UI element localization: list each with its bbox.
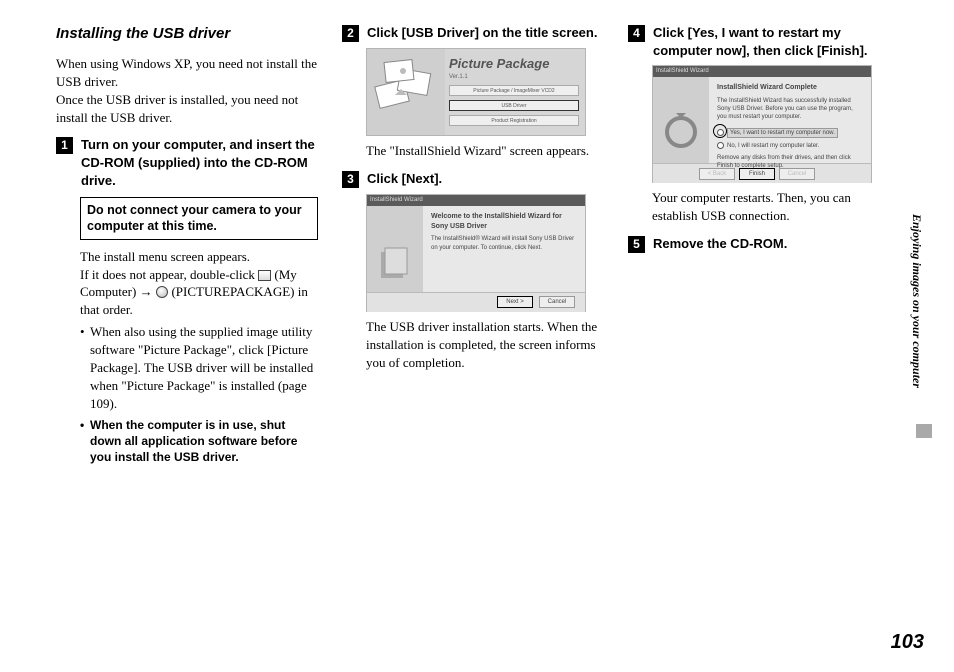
section-heading: Installing the USB driver [56,24,318,45]
step-heading: Turn on your computer, and insert the CD… [81,136,318,189]
pp-button-usb: USB Driver [449,100,579,111]
step-body: Your computer restarts. Then, you can es… [652,189,890,225]
graphic-icon [371,53,441,133]
step-number-badge: 4 [628,25,645,42]
step-heading: Click [Yes, I want to restart my compute… [653,24,890,59]
step-heading: Click [Next]. [367,170,442,188]
wizard-side-graphic [659,87,703,157]
cancel-button: Cancel [539,296,575,308]
wizard-heading: InstallShield Wizard Complete [717,83,863,93]
intro-text: When using Windows XP, you need not inst… [56,55,318,91]
step-number-badge: 3 [342,171,359,188]
screenshot-restart-wizard: InstallShield Wizard InstallShield Wizar… [652,65,872,183]
wizard-text: The InstallShield® Wizard will install S… [431,235,577,252]
step-4: 4 Click [Yes, I want to restart my compu… [628,24,890,59]
warning-box: Do not connect your camera to your compu… [80,197,318,240]
my-computer-icon [258,270,271,281]
wizard-side-graphic [373,242,417,286]
text: If it does not appear, double-click [80,267,258,282]
back-button: < Back [699,168,735,180]
pp-button: Product Registration [449,115,579,126]
step-number-badge: 1 [56,137,73,154]
step-body: The "InstallShield Wizard" screen appear… [366,142,604,160]
finish-button: Finish [739,168,775,180]
next-button: Next > [497,296,533,308]
pp-button: Picture Package / ImageMixer VCD2 [449,85,579,96]
step-body: The install menu screen appears. If it d… [80,248,318,320]
radio-icon [717,142,724,149]
pp-version: Ver.1.1 [449,73,579,81]
step-body: The USB driver installation starts. When… [366,318,604,372]
text: The install menu screen appears. [80,249,250,264]
disc-icon [156,286,168,298]
step-heading: Remove the CD-ROM. [653,235,787,253]
bullet-item: When also using the supplied image utili… [80,323,318,413]
wizard-text: The InstallShield Wizard has successfull… [717,97,863,122]
screenshot-title-screen: Picture Package Ver.1.1 Picture Package … [366,48,586,136]
step-1: 1 Turn on your computer, and insert the … [56,136,318,189]
wizard-heading: Welcome to the InstallShield Wizard for … [431,212,577,231]
step-number-badge: 5 [628,236,645,253]
step-number-badge: 2 [342,25,359,42]
step-heading: Click [USB Driver] on the title screen. [367,24,597,42]
radio-label: Yes, I want to restart my computer now. [727,128,838,138]
text: The USB driver installation starts. [366,319,544,334]
step-3: 3 Click [Next]. [342,170,604,188]
radio-label: No, I will restart my computer later. [727,142,819,150]
side-tab-marker [916,424,932,438]
cancel-button: Cancel [779,168,815,180]
screenshot-install-wizard: InstallShield Wizard Welcome to the Inst… [366,194,586,312]
step-2: 2 Click [USB Driver] on the title screen… [342,24,604,42]
wizard-titlebar: InstallShield Wizard [367,195,585,206]
highlight-circle-icon [713,124,727,138]
page-number: 103 [891,631,924,654]
side-section-label: Enjoying images on your computer [909,214,924,388]
intro-text: Once the USB driver is installed, you ne… [56,91,318,127]
step-5: 5 Remove the CD-ROM. [628,235,890,253]
bullet-item: When the computer is in use, shut down a… [80,417,318,466]
pp-title: Picture Package [449,55,579,73]
wizard-titlebar: InstallShield Wizard [653,66,871,77]
arrow-icon: → [140,284,157,299]
